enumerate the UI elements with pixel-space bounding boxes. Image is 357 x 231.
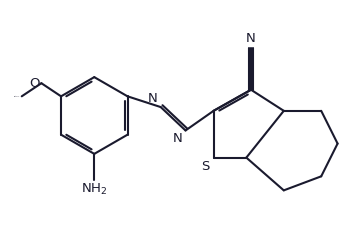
Text: methoxy: methoxy xyxy=(14,96,20,97)
Text: O: O xyxy=(30,77,40,90)
Text: S: S xyxy=(201,160,210,173)
Text: N: N xyxy=(148,92,157,105)
Text: N: N xyxy=(246,32,256,45)
Text: NH$_2$: NH$_2$ xyxy=(81,182,107,197)
Text: N: N xyxy=(172,132,182,145)
